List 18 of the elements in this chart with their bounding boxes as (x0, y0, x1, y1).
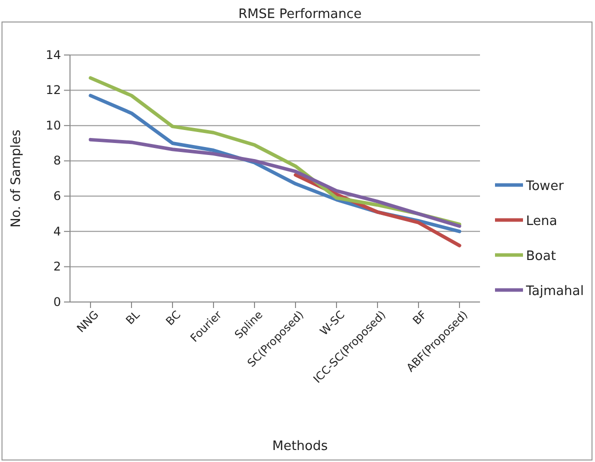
y-tick-label: 10 (46, 118, 61, 132)
x-tick-label: BC (163, 308, 184, 328)
x-tick-label: BL (123, 308, 143, 328)
legend-label: Tajmahal (525, 284, 584, 299)
line-series (88, 138, 462, 228)
legend-label: Boat (526, 249, 556, 264)
chart-title: RMSE Performance (238, 7, 362, 22)
legend-label: Tower (525, 179, 564, 194)
y-tick-label: 0 (53, 294, 61, 309)
y-tick-label: 2 (53, 260, 61, 274)
y-tick-label: 6 (53, 188, 61, 203)
legend-label: Lena (526, 214, 558, 229)
y-axis-title: No. of Samples (9, 129, 24, 228)
y-tick-label: 4 (53, 224, 61, 238)
x-axis-title: Methods (272, 439, 328, 454)
y-tick-label: 12 (46, 83, 61, 98)
y-tick-label: 14 (46, 48, 61, 62)
y-tick-label: 8 (53, 154, 61, 168)
